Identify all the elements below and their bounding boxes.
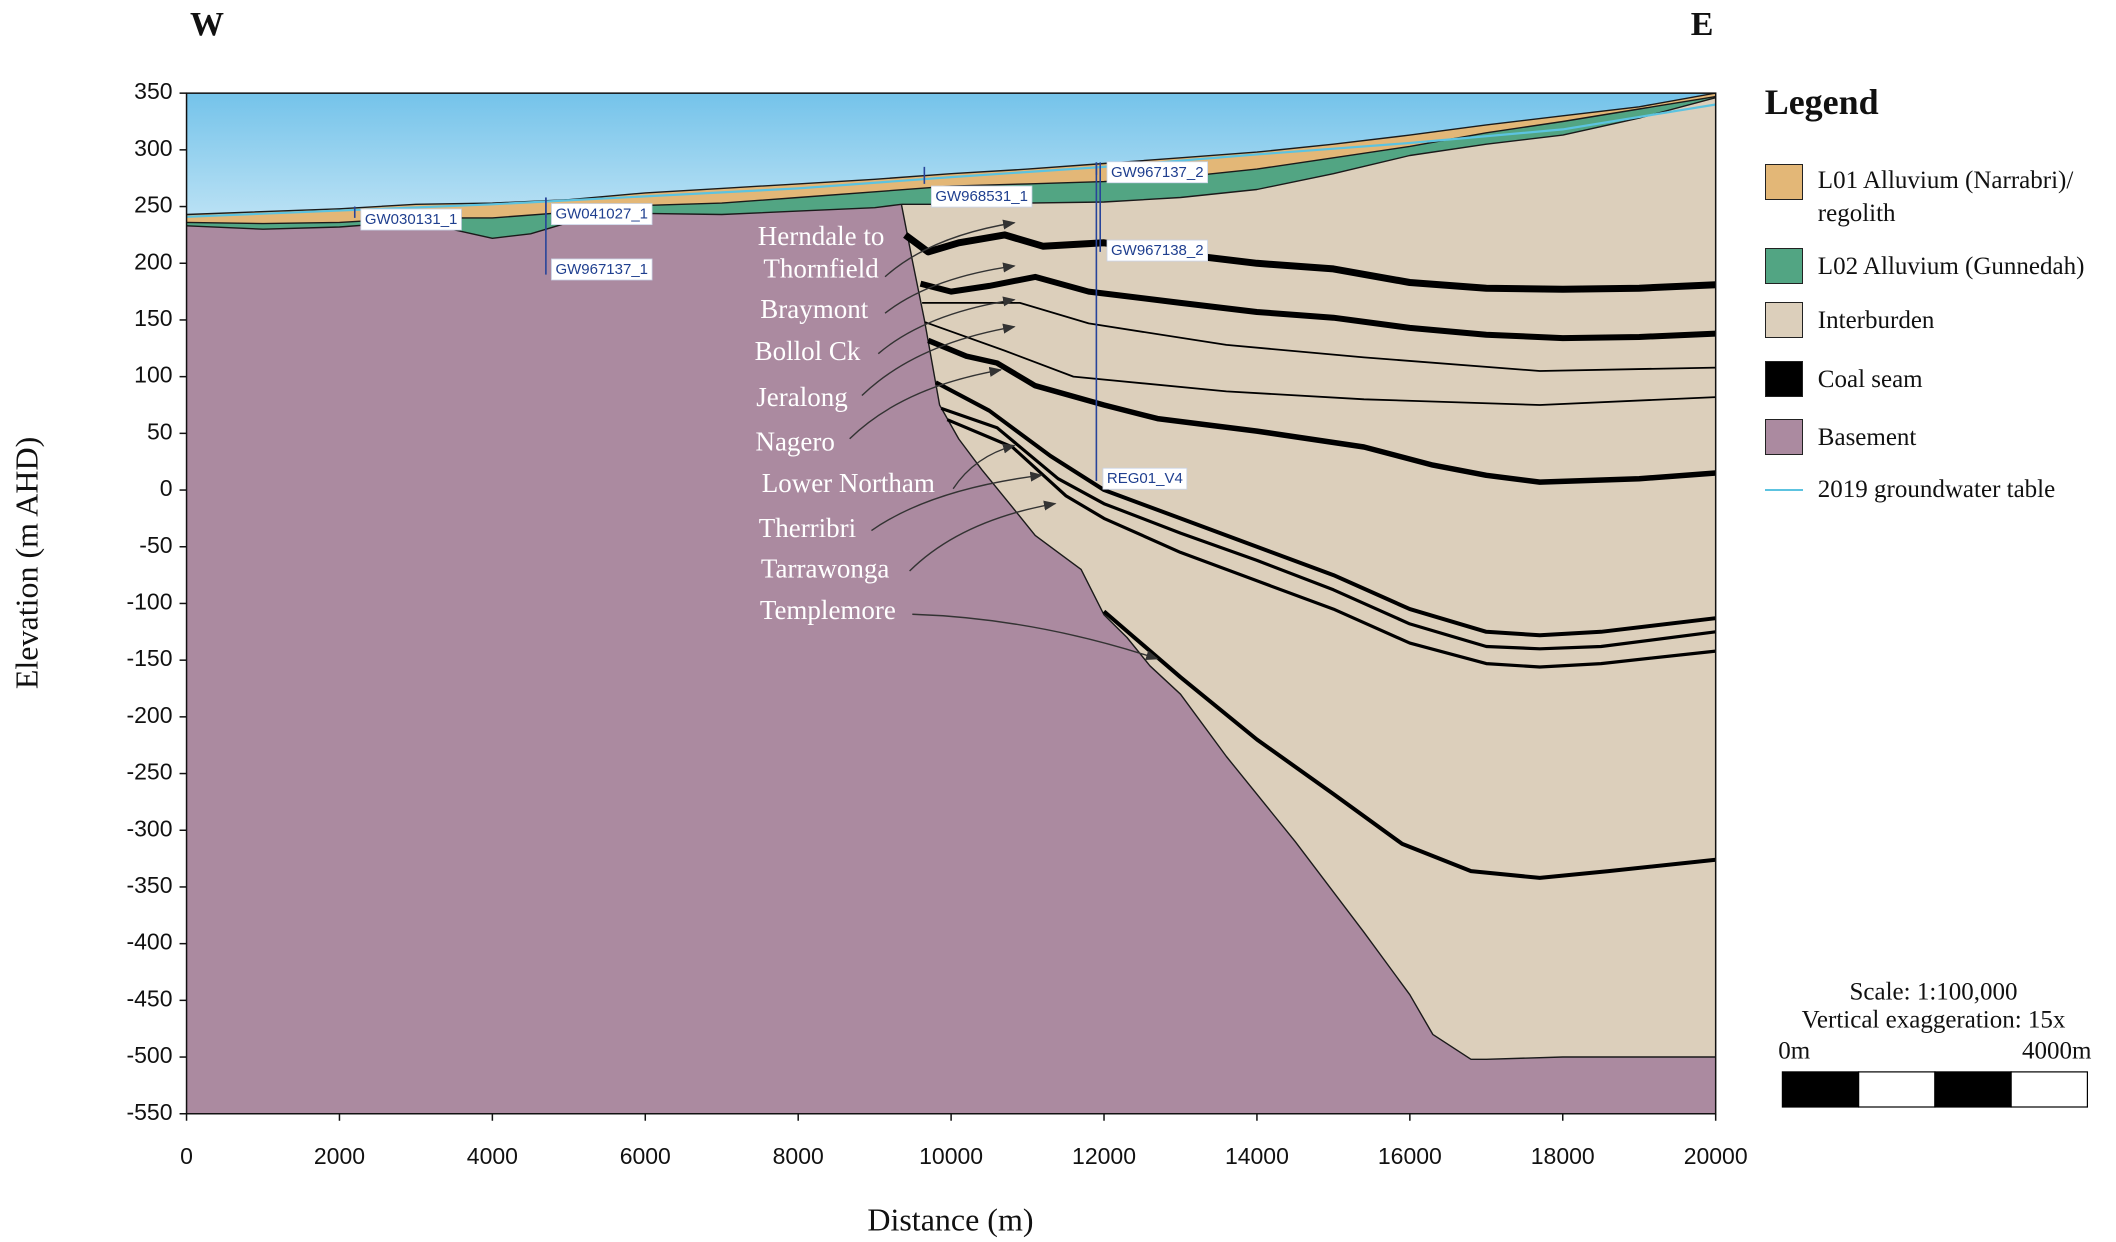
y-tick-label: 150 (134, 305, 172, 331)
bore-label: GW968531_1 (935, 188, 1028, 205)
y-axis-title: Elevation (m AHD) (8, 437, 44, 689)
scale-bar-segment (1859, 1072, 1935, 1107)
x-tick-label: 2000 (314, 1143, 365, 1169)
x-tick-label: 16000 (1378, 1143, 1442, 1169)
formation-label: Herndale to (758, 221, 885, 251)
x-tick-label: 4000 (467, 1143, 518, 1169)
formation-label: Lower Northam (762, 468, 935, 498)
y-tick-label: 300 (134, 135, 172, 161)
y-tick-label: 200 (134, 248, 172, 274)
legend-swatch (1765, 361, 1803, 397)
legend-title: Legend (1765, 81, 1879, 123)
x-tick-label: 14000 (1225, 1143, 1289, 1169)
formation-label: Jeralong (756, 382, 847, 412)
y-tick-label: 0 (160, 475, 173, 501)
legend-label: Interburden (1818, 304, 2116, 337)
legend-swatch (1765, 164, 1803, 200)
y-tick-label: -350 (126, 872, 172, 898)
scale-note: Scale: 1:100,000 (1850, 978, 2018, 1005)
formation-label: Nagero (755, 426, 834, 456)
bore-label: GW030131_1 (365, 211, 458, 228)
scale-note: 0m (1778, 1038, 1811, 1065)
formation-label: Bollol Ck (755, 336, 861, 366)
legend-swatch (1765, 419, 1803, 455)
legend-label: Coal seam (1818, 363, 2116, 396)
y-tick-label: -150 (126, 645, 172, 671)
scale-bar-segment (1935, 1072, 2011, 1107)
y-tick-label: -200 (126, 702, 172, 728)
formation-label: Therribri (759, 513, 856, 543)
plot-area (187, 93, 1716, 1114)
legend-label: Basement (1818, 421, 2116, 454)
scale-bar-segment (2011, 1072, 2087, 1107)
x-tick-label: 18000 (1531, 1143, 1595, 1169)
bore-label: REG01_V4 (1107, 470, 1183, 487)
y-tick-label: -500 (126, 1042, 172, 1068)
scale-note: 4000m (2022, 1038, 2092, 1065)
y-tick-label: 50 (147, 418, 173, 444)
x-tick-label: 20000 (1684, 1143, 1748, 1169)
y-tick-label: -400 (126, 929, 172, 955)
legend-label: 2019 groundwater table (1818, 473, 2116, 506)
x-tick-label: 10000 (919, 1143, 983, 1169)
formation-label: Braymont (760, 294, 868, 324)
bore-label: GW967137_2 (1111, 164, 1204, 181)
bore-label: GW967138_2 (1111, 242, 1204, 259)
y-tick-label: -50 (139, 532, 172, 558)
x-tick-label: 8000 (773, 1143, 824, 1169)
x-tick-label: 6000 (620, 1143, 671, 1169)
scale-note: Vertical exaggeration: 15x (1802, 1007, 2066, 1034)
y-tick-label: -100 (126, 589, 172, 615)
bore-label: GW041027_1 (555, 206, 648, 223)
y-tick-label: 100 (134, 362, 172, 388)
legend-line (1765, 489, 1803, 491)
corner-label: W (190, 6, 224, 43)
x-axis-title: Distance (m) (867, 1201, 1033, 1237)
y-tick-label: -300 (126, 815, 172, 841)
scale-bar-segment (1782, 1072, 1858, 1107)
legend-label: L02 Alluvium (Gunnedah) (1818, 250, 2116, 283)
formation-label: Tarrawonga (761, 553, 890, 583)
x-tick-label: 12000 (1072, 1143, 1136, 1169)
legend-swatch (1765, 248, 1803, 284)
formation-label: Thornfield (763, 254, 879, 284)
y-tick-label: 350 (134, 78, 172, 104)
x-tick-label: 0 (180, 1143, 193, 1169)
legend-swatch (1765, 302, 1803, 338)
corner-label: E (1691, 6, 1714, 43)
legend-label: L01 Alluvium (Narrabri)/ regolith (1818, 164, 2116, 230)
y-tick-label: -250 (126, 759, 172, 785)
bore-label: GW967137_1 (555, 261, 648, 278)
y-tick-label: 250 (134, 192, 172, 218)
formation-label: Templemore (760, 595, 896, 625)
page: -550-500-450-400-350-300-250-200-150-100… (0, 0, 2116, 1242)
y-tick-label: -550 (126, 1099, 172, 1125)
y-tick-label: -450 (126, 985, 172, 1011)
